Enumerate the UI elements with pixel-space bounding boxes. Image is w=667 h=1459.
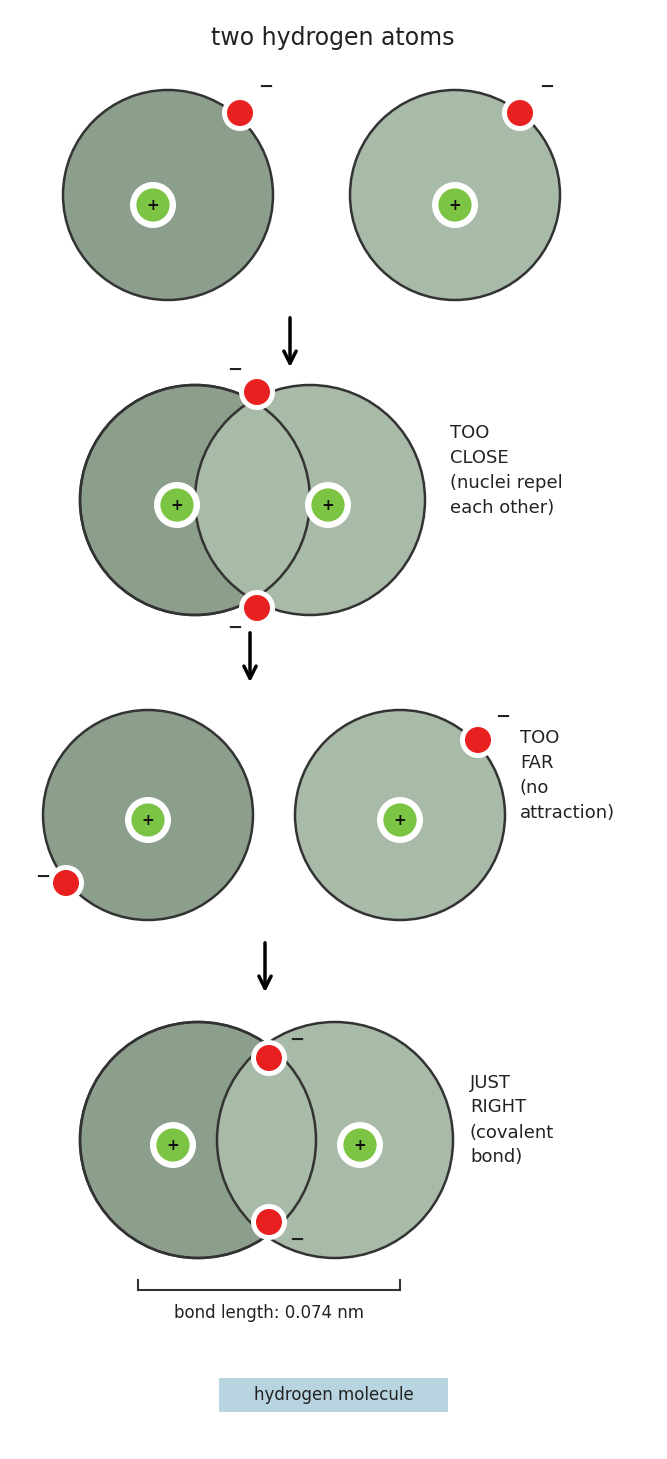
Text: +: + (167, 1138, 179, 1153)
Circle shape (256, 1210, 282, 1234)
Circle shape (507, 101, 533, 125)
Text: +: + (147, 197, 159, 213)
Circle shape (125, 797, 171, 843)
Circle shape (382, 802, 418, 837)
Text: −: − (289, 1032, 305, 1049)
Circle shape (239, 589, 275, 626)
Circle shape (502, 95, 538, 131)
Circle shape (155, 1126, 191, 1163)
Circle shape (130, 802, 166, 837)
Circle shape (310, 487, 346, 522)
Text: bond length: 0.074 nm: bond length: 0.074 nm (174, 1304, 364, 1322)
Circle shape (130, 182, 176, 228)
Circle shape (135, 187, 171, 223)
Text: −: − (227, 619, 243, 638)
Circle shape (63, 90, 273, 301)
Circle shape (432, 182, 478, 228)
Text: hydrogen molecule: hydrogen molecule (253, 1386, 414, 1404)
Circle shape (251, 1040, 287, 1075)
Text: +: + (394, 813, 406, 827)
Circle shape (80, 1021, 316, 1258)
Text: −: − (289, 1231, 305, 1249)
Circle shape (227, 101, 253, 125)
Circle shape (342, 1126, 378, 1163)
Circle shape (43, 711, 253, 921)
Circle shape (154, 481, 200, 528)
FancyBboxPatch shape (219, 1377, 448, 1412)
Text: +: + (321, 498, 334, 512)
Circle shape (460, 722, 496, 759)
Text: −: − (227, 360, 243, 379)
Circle shape (305, 481, 351, 528)
Circle shape (244, 379, 270, 406)
Circle shape (337, 1122, 383, 1169)
Text: JUST
RIGHT
(covalent
bond): JUST RIGHT (covalent bond) (470, 1074, 554, 1167)
Circle shape (295, 711, 505, 921)
Circle shape (350, 90, 560, 301)
Circle shape (256, 1045, 282, 1071)
Text: +: + (354, 1138, 366, 1153)
Circle shape (465, 727, 491, 753)
Circle shape (48, 865, 84, 902)
Text: −: − (540, 77, 554, 96)
Circle shape (159, 487, 195, 522)
Circle shape (80, 385, 310, 616)
Circle shape (437, 187, 473, 223)
Text: −: − (496, 708, 510, 727)
Circle shape (217, 1021, 453, 1258)
Circle shape (53, 870, 79, 896)
Circle shape (239, 374, 275, 410)
Circle shape (251, 1204, 287, 1240)
Circle shape (244, 595, 270, 622)
Text: −: − (35, 868, 51, 886)
Text: TOO
CLOSE
(nuclei repel
each other): TOO CLOSE (nuclei repel each other) (450, 423, 563, 516)
Circle shape (222, 95, 258, 131)
Text: TOO
FAR
(no
attraction): TOO FAR (no attraction) (520, 728, 615, 821)
Circle shape (150, 1122, 196, 1169)
Circle shape (195, 385, 425, 616)
Text: +: + (171, 498, 183, 512)
Text: +: + (449, 197, 462, 213)
Text: −: − (258, 77, 273, 96)
Circle shape (377, 797, 423, 843)
Text: two hydrogen atoms: two hydrogen atoms (211, 26, 455, 50)
Text: +: + (141, 813, 154, 827)
